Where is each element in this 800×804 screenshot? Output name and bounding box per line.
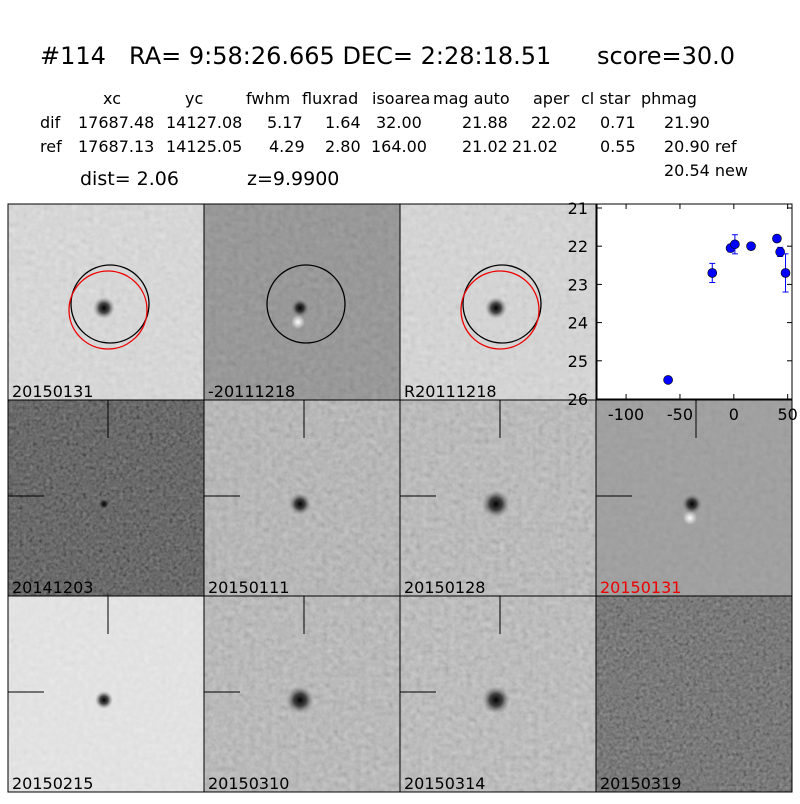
redshift: z=9.9900 xyxy=(247,168,339,190)
table-cell: 5.17 xyxy=(267,113,303,132)
source xyxy=(682,494,702,514)
data-point xyxy=(772,233,782,244)
column-header: aper xyxy=(533,89,570,108)
x-tick-label: 0 xyxy=(729,405,739,424)
data-point xyxy=(780,268,791,278)
table-cell: 21.02 xyxy=(512,137,558,156)
table-cell: 17687.13 xyxy=(78,137,154,156)
table-cell: 1.64 xyxy=(325,113,361,132)
column-header: fwhm xyxy=(246,89,290,108)
source xyxy=(291,299,309,317)
y-tick-label: 25 xyxy=(568,352,588,371)
source xyxy=(286,686,314,714)
source xyxy=(98,498,110,510)
y-tick-label: 23 xyxy=(568,275,588,294)
y-tick-label: 21 xyxy=(568,199,588,218)
light-curve: 21 22 23 24 25 26 -100 -50 0 50 xyxy=(568,199,798,424)
stamp-noise xyxy=(596,596,792,792)
column-header: yc xyxy=(185,89,203,108)
column-header: phmag xyxy=(641,89,697,108)
stamp-label: 20150131 xyxy=(600,578,681,597)
table-cell: 4.29 xyxy=(269,137,305,156)
aperture xyxy=(70,264,150,344)
stamp-label: R20111218 xyxy=(404,382,497,401)
stamp-label: 20150310 xyxy=(208,774,289,793)
table-cell: 22.02 xyxy=(531,113,577,132)
ref-aperture xyxy=(68,270,148,350)
source xyxy=(485,297,507,319)
dist: dist= 2.06 xyxy=(80,168,179,190)
stamp-label: 20150319 xyxy=(600,774,681,793)
score: score=30.0 xyxy=(597,42,735,70)
source xyxy=(482,490,510,518)
plot-frame xyxy=(596,203,793,400)
table-cell: 0.71 xyxy=(600,113,636,132)
data-point xyxy=(730,239,740,250)
stamp-label: 20141203 xyxy=(12,578,93,597)
table-cell: 21.88 xyxy=(462,113,508,132)
table-cell: 164.00 xyxy=(371,137,427,156)
coordinates: RA= 9:58:26.665 DEC= 2:28:18.51 xyxy=(129,42,551,70)
y-tick-label: 26 xyxy=(568,390,588,409)
aperture xyxy=(266,264,346,344)
y-tick-label: 24 xyxy=(568,314,588,333)
plot-bg xyxy=(597,204,792,399)
table-cell: dif xyxy=(40,113,61,132)
x-tick-label: 50 xyxy=(778,405,798,424)
stamp-border xyxy=(595,595,793,793)
residual xyxy=(291,315,305,329)
data-point xyxy=(663,375,673,385)
phmag-new: 20.54 new xyxy=(664,161,748,180)
source xyxy=(95,691,113,709)
ref-aperture xyxy=(460,270,540,350)
table-cell: 20.90 ref xyxy=(664,137,737,156)
source xyxy=(289,493,311,515)
table-cell: 21.90 xyxy=(664,113,710,132)
stamp-noise xyxy=(8,400,204,596)
column-header: xc xyxy=(103,89,121,108)
data-point xyxy=(775,247,785,257)
stamps: 20150131 -20111218 R20111218 20141203 201501… xyxy=(7,203,793,793)
column-header: isoarea xyxy=(372,89,430,108)
source xyxy=(482,686,510,714)
data-point xyxy=(707,268,718,278)
table-cell: 14125.05 xyxy=(166,137,242,156)
table-cell: 2.80 xyxy=(325,137,361,156)
source xyxy=(93,297,115,319)
column-header: fluxrad xyxy=(302,89,358,108)
aperture xyxy=(462,264,542,344)
stamp-label: 20150128 xyxy=(404,578,485,597)
data-point xyxy=(746,241,756,251)
stamp-label: 20150111 xyxy=(208,578,289,597)
x-tick-label: -50 xyxy=(667,405,693,424)
table-cell: 14127.08 xyxy=(166,113,242,132)
stamp-label: 20150215 xyxy=(12,774,93,793)
residual xyxy=(683,511,697,525)
stamp-label: -20111218 xyxy=(208,382,295,401)
table-cell: ref xyxy=(40,137,62,156)
table-cell: 32.00 xyxy=(376,113,422,132)
table-cell: 0.55 xyxy=(600,137,636,156)
x-tick-label: -100 xyxy=(608,405,644,424)
stamp-label: 20150131 xyxy=(12,382,93,401)
column-header: mag auto xyxy=(433,89,510,108)
stamp-label: 20150314 xyxy=(404,774,485,793)
table-cell: 17687.48 xyxy=(78,113,154,132)
table-cell: 21.02 xyxy=(462,137,508,156)
column-header: cl star xyxy=(581,89,631,108)
candidate-id: #114 xyxy=(40,42,106,70)
y-tick-label: 22 xyxy=(568,237,588,256)
